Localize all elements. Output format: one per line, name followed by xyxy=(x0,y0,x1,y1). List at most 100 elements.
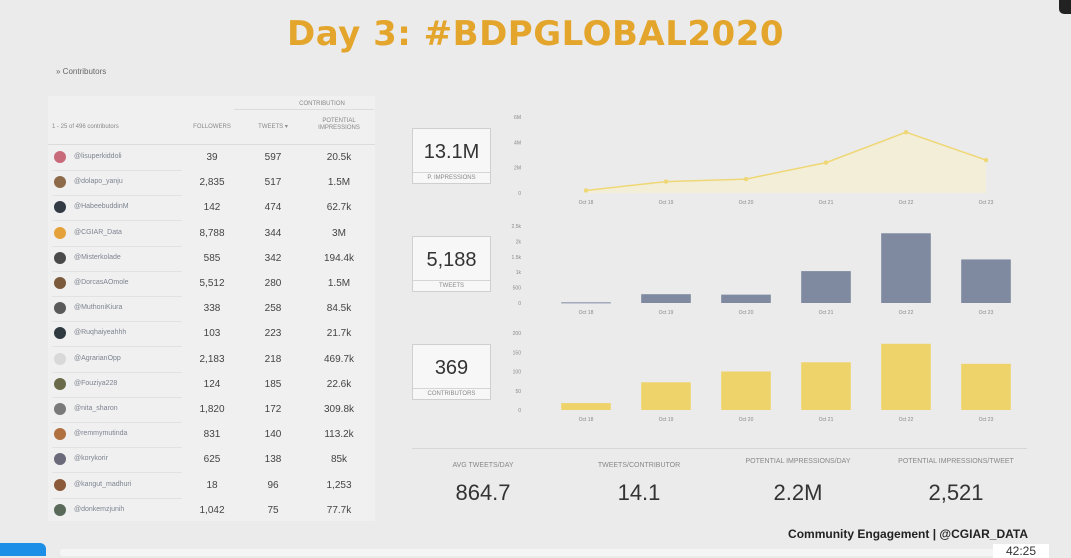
col-tweets[interactable]: TWEETS ▾ xyxy=(258,124,288,130)
x-tick-label: Oct 22 xyxy=(899,310,914,316)
table-row[interactable]: @AgrarianOpp 2,183 218 469.7k xyxy=(48,348,375,373)
bar[interactable] xyxy=(641,382,691,410)
stat-impressions-day-value: 2.2M xyxy=(773,480,823,505)
followers-cell: 2,835 xyxy=(199,177,225,189)
table-row[interactable]: @MuthoniKiura 338 258 84.5k xyxy=(48,297,375,323)
avatar xyxy=(54,176,66,189)
contributor-handle[interactable]: @Misterkolade xyxy=(74,253,121,261)
contributor-handle[interactable]: @AgrarianOpp xyxy=(74,354,121,362)
data-point[interactable] xyxy=(983,157,989,163)
tweets-cell: 172 xyxy=(264,404,282,415)
tweets-cell: 75 xyxy=(267,504,279,516)
video-progress-bar[interactable] xyxy=(60,549,995,556)
contributor-handle[interactable]: @Ruqhaiyeahhh xyxy=(74,329,127,337)
bar[interactable] xyxy=(881,343,931,410)
bar[interactable] xyxy=(721,371,771,411)
bar[interactable] xyxy=(961,259,1011,303)
contributor-handle[interactable]: @lisuperkiddoli xyxy=(74,153,122,160)
table-row[interactable]: @Misterkolade 585 342 194.4k xyxy=(48,247,375,272)
bar[interactable] xyxy=(561,302,611,304)
contributor-handle[interactable]: @donkemzjunih xyxy=(74,505,125,513)
footer-credit: Community Engagement | @CGIAR_DATA xyxy=(788,527,1028,541)
table-row[interactable]: @DorcasAOmole 5,512 280 1.5M xyxy=(48,272,375,297)
col-followers[interactable]: FOLLOWERS xyxy=(193,124,231,130)
table-row[interactable]: @korykorir 625 138 85k xyxy=(48,448,375,474)
kpi-contributors-label: CONTRIBUTORS xyxy=(413,388,490,397)
table-row[interactable]: @Ruqhaiyeahhh 103 223 21.7k xyxy=(48,322,375,348)
data-point[interactable] xyxy=(743,176,749,182)
avatar xyxy=(54,428,66,441)
table-row[interactable]: @donkemzjunih 1,042 75 77.7k xyxy=(48,499,375,524)
table-row[interactable]: @remmymutinda 831 140 113.2k xyxy=(48,423,375,449)
stat-impressions-day-label: POTENTIAL IMPRESSIONS/DAY xyxy=(745,458,851,465)
bar[interactable] xyxy=(801,362,851,410)
x-tick-label: Oct 21 xyxy=(819,310,834,316)
video-timestamp: 42:25 xyxy=(993,544,1049,558)
tweets-cell: 517 xyxy=(264,177,282,189)
bar[interactable] xyxy=(961,363,1011,410)
data-point[interactable] xyxy=(663,179,669,184)
y-tick-label: 100 xyxy=(513,370,522,376)
x-tick-label: Oct 23 xyxy=(979,310,994,316)
x-tick-label: Oct 21 xyxy=(819,200,834,206)
contributor-handle[interactable]: @Fouziya228 xyxy=(74,379,118,387)
contributor-handle[interactable]: @remmymutinda xyxy=(74,430,128,438)
contributor-handle[interactable]: @DorcasAOmole xyxy=(74,279,129,286)
contributor-handle[interactable]: @korykorir xyxy=(74,455,108,463)
followers-cell: 18 xyxy=(206,479,218,491)
y-tick-label: 2k xyxy=(516,239,522,245)
y-tick-label: 2.5k xyxy=(512,224,522,230)
impressions-cell: 62.7k xyxy=(326,202,352,214)
row-divider xyxy=(52,170,182,171)
followers-cell: 2,183 xyxy=(199,353,225,365)
bar[interactable] xyxy=(721,294,771,303)
kpi-contributors-value: 369 xyxy=(434,357,469,379)
y-tick-label: 6M xyxy=(514,115,521,121)
contributor-handle[interactable]: @dolapo_yanju xyxy=(74,178,123,186)
avatar xyxy=(54,327,66,340)
followers-cell: 124 xyxy=(203,378,221,390)
row-divider xyxy=(52,422,182,423)
table-row[interactable]: @Fouziya228 124 185 22.6k xyxy=(48,373,375,398)
impressions-line-chart: 6M 4M 2M 0 Oct 18 Oct 19 Oct 20 Oct 21 Oct 22 Oct… xyxy=(514,115,994,206)
data-point[interactable] xyxy=(903,130,909,135)
table-row[interactable]: @HabeebuddinM 142 474 62.7k xyxy=(48,196,375,222)
contributor-handle[interactable]: @nita_sharon xyxy=(74,405,118,412)
table-row[interactable]: @dolapo_yanju 2,835 517 1.5M xyxy=(48,171,375,197)
bar[interactable] xyxy=(881,233,931,303)
x-tick-label: Oct 19 xyxy=(659,310,674,316)
contributor-handle[interactable]: @kangut_madhuri xyxy=(74,480,132,488)
table-row[interactable]: @nita_sharon 1,820 172 309.8k xyxy=(48,398,375,423)
impressions-cell: 21.7k xyxy=(326,328,352,340)
col-impressions[interactable]: POTENTIAL IMPRESSIONS xyxy=(318,118,360,131)
table-row[interactable]: @lisuperkiddoli 39 597 20.5k xyxy=(48,146,375,171)
kpi-tweets-label: TWEETS xyxy=(413,280,490,289)
bar[interactable] xyxy=(561,403,611,410)
tweets-cell: 96 xyxy=(267,479,279,491)
followers-cell: 1,042 xyxy=(199,504,225,516)
x-tick-label: Oct 22 xyxy=(899,200,914,206)
kpi-tweets: 5,188 TWEETS xyxy=(412,236,491,292)
player-button[interactable] xyxy=(0,543,46,556)
followers-cell: 585 xyxy=(203,252,221,264)
bar[interactable] xyxy=(641,294,691,303)
table-row[interactable]: @CGIAR_Data 8,788 344 3M xyxy=(48,222,375,247)
data-point[interactable] xyxy=(583,188,589,193)
kpi-impressions-label: P. IMPRESSIONS xyxy=(413,172,490,181)
data-point[interactable] xyxy=(823,160,829,165)
contributor-handle[interactable]: @CGIAR_Data xyxy=(74,228,122,236)
row-divider xyxy=(52,346,182,348)
stat-tweets-per-contributor-value: 14.1 xyxy=(617,480,661,505)
tweets-cell: 258 xyxy=(264,303,282,315)
tweets-cell: 138 xyxy=(264,454,282,466)
impressions-cell: 1.5M xyxy=(327,177,351,189)
bar[interactable] xyxy=(801,271,851,303)
followers-cell: 8,788 xyxy=(199,227,225,239)
stat-impressions-tweet-label: POTENTIAL IMPRESSIONS/TWEET xyxy=(898,458,1014,465)
x-tick-label: Oct 20 xyxy=(739,200,754,206)
table-row[interactable]: @kangut_madhuri 18 96 1,253 xyxy=(48,474,375,499)
y-tick-label: 0 xyxy=(518,301,521,307)
contributor-handle[interactable]: @HabeebuddinM xyxy=(74,203,129,211)
tweets-cell: 474 xyxy=(264,202,282,214)
contributor-handle[interactable]: @MuthoniKiura xyxy=(74,304,123,312)
